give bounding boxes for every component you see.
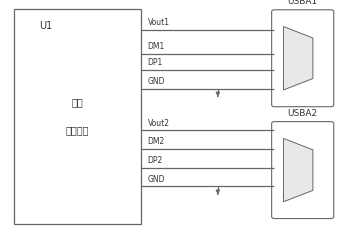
Text: DM2: DM2 (147, 137, 165, 146)
Text: Vout1: Vout1 (147, 18, 169, 27)
Polygon shape (283, 138, 313, 202)
Text: DP1: DP1 (147, 58, 163, 67)
Text: 控制电路: 控制电路 (66, 126, 89, 135)
Text: DP2: DP2 (147, 156, 163, 165)
Text: GND: GND (147, 175, 165, 184)
Text: Vout2: Vout2 (147, 119, 169, 128)
Text: USBA2: USBA2 (288, 109, 318, 118)
Text: DM1: DM1 (147, 42, 165, 51)
FancyBboxPatch shape (272, 10, 334, 107)
Bar (14, 9, 141, 224)
Polygon shape (283, 27, 313, 90)
Text: USBA1: USBA1 (287, 0, 318, 6)
FancyBboxPatch shape (272, 122, 334, 219)
Text: 电源: 电源 (71, 98, 83, 107)
Text: U1: U1 (39, 21, 52, 31)
Text: GND: GND (147, 77, 165, 86)
